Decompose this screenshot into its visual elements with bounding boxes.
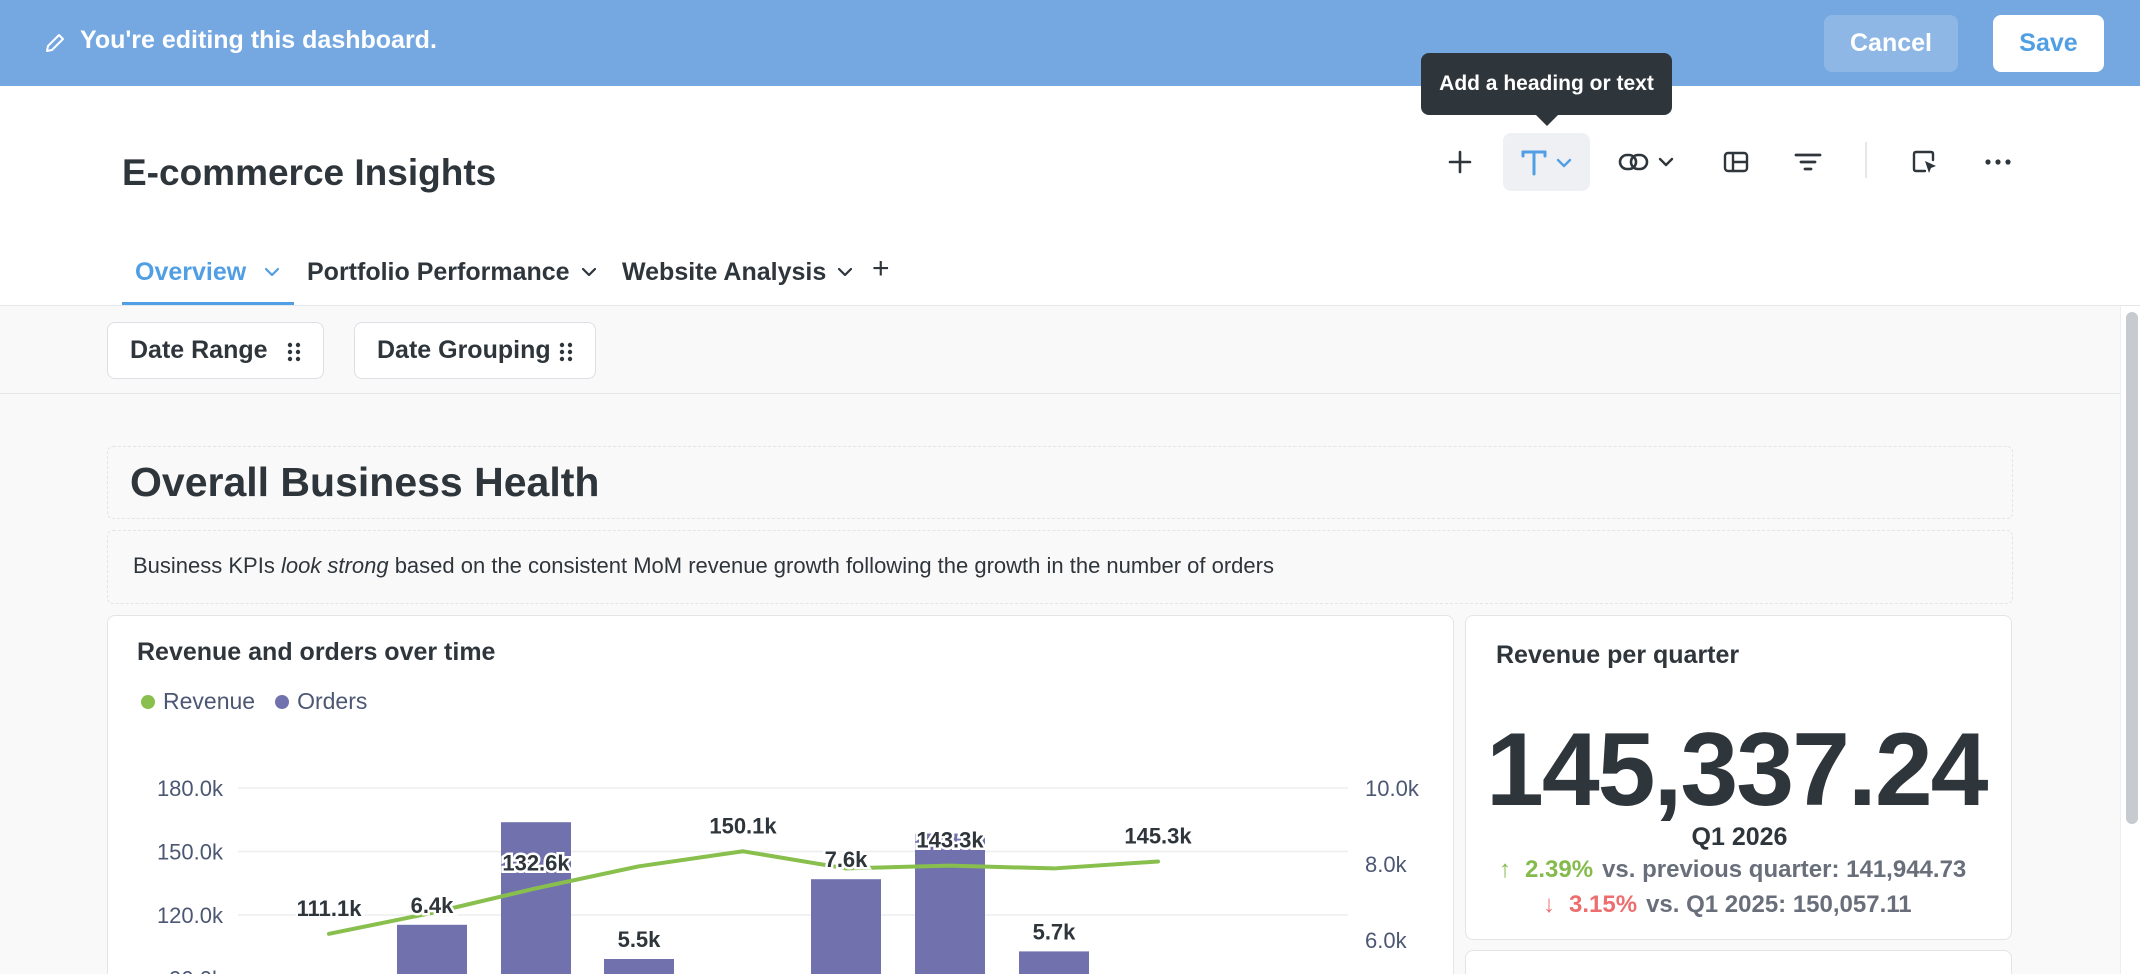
bar-orders	[811, 879, 881, 974]
more-options-button[interactable]	[1980, 140, 2016, 184]
dashboard-header: E-commerce Insights	[0, 86, 2140, 306]
filter-icon	[1794, 153, 1822, 171]
filter-date-range[interactable]: Date Range	[107, 322, 324, 379]
scalar-card[interactable]: Revenue per quarter 145,337.24 Q1 2026 ↑…	[1465, 615, 2012, 940]
tab-portfolio-performance[interactable]: Portfolio Performance	[307, 258, 570, 287]
legend-label: Revenue	[163, 688, 256, 714]
bar-orders	[604, 959, 674, 974]
section-icon	[1723, 151, 1749, 173]
edit-visualizations-button[interactable]	[1908, 140, 1942, 184]
comparison-same-quarter-last-year: ↓ 3.15% vs. Q1 2025: 150,057.11	[1543, 891, 1912, 919]
link-icon	[1618, 153, 1674, 171]
chart-card[interactable]: Revenue and orders over time Revenue Ord…	[107, 615, 1454, 974]
text-card[interactable]: Business KPIs look strong based on the c…	[107, 530, 2013, 604]
bar-orders	[915, 833, 985, 974]
text-segment: Business KPIs	[133, 553, 281, 578]
data-label-orders: 5.7k	[1033, 919, 1077, 944]
tab-website-analysis[interactable]: Website Analysis	[622, 258, 826, 287]
add-section-button[interactable]	[1719, 140, 1753, 184]
legend-dot	[275, 694, 290, 709]
tooltip-arrow	[1535, 114, 1559, 126]
chart-legend: Revenue Orders	[141, 688, 387, 715]
scrollbar-thumb[interactable]	[2126, 312, 2138, 824]
comparison-text: vs. previous quarter: 141,944.73	[1602, 856, 1967, 883]
edit-mode-message: You're editing this dashboard.	[80, 26, 437, 54]
text-icon	[1521, 150, 1571, 176]
chart-title[interactable]: Revenue and orders over time	[137, 638, 496, 666]
legend-label: Orders	[297, 688, 368, 714]
legend-item-orders[interactable]: Orders	[275, 688, 367, 715]
data-label-revenue: 145.3k	[1124, 823, 1192, 848]
legend-item-revenue[interactable]: Revenue	[141, 688, 255, 715]
y2-axis-tick-label: 10.0k	[1365, 776, 1420, 801]
scalar-period: Q1 2026	[1691, 823, 1788, 851]
edit-visualizations-icon	[1912, 150, 1936, 173]
save-button[interactable]: Save	[1993, 15, 2104, 72]
data-label-revenue: 111.1k	[297, 896, 363, 921]
data-label-orders: 7.6k	[825, 847, 869, 872]
tab-label: Overview	[135, 258, 247, 286]
active-tab-underline	[122, 302, 294, 305]
tooltip: Add a heading or text	[1421, 53, 1672, 115]
filter-date-grouping[interactable]: Date Grouping	[354, 322, 596, 379]
plus-icon	[1448, 150, 1472, 174]
add-question-button[interactable]	[1442, 140, 1478, 184]
text-segment: based on the consistent MoM revenue grow…	[388, 553, 1274, 578]
chart-plot: 180.0k 150.0k 120.0k 90.0k 10.0k 8.0k 6.0k 111.…	[157, 776, 1420, 974]
more-icon	[1985, 159, 2011, 165]
filter-label: Date Grouping	[377, 336, 551, 364]
filter-bar: Date Range Date Grouping	[0, 306, 2120, 394]
text-emphasis: look strong	[280, 553, 389, 578]
y2-axis-tick-label: 6.0k	[1365, 928, 1408, 953]
add-link-button[interactable]	[1617, 140, 1679, 184]
data-label-orders: 5.5k	[618, 927, 662, 952]
filter-label: Date Range	[130, 336, 268, 364]
y-axis-tick-label: 180.0k	[157, 776, 224, 801]
bar-orders	[501, 822, 571, 974]
add-tab-button[interactable]: +	[872, 252, 890, 285]
chevron-down-icon[interactable]	[580, 263, 598, 281]
cancel-button[interactable]: Cancel	[1824, 15, 1958, 72]
chevron-down-icon[interactable]	[263, 263, 281, 281]
bar-orders	[1019, 951, 1089, 974]
edit-mode-banner: You're editing this dashboard. Cancel Sa…	[0, 0, 2140, 86]
dashboard-title[interactable]: E-commerce Insights	[122, 152, 497, 193]
data-label-orders: 6.4k	[411, 893, 455, 918]
heading-card[interactable]: Overall Business Health	[107, 446, 2013, 519]
comparison-percent: 3.15%	[1569, 891, 1638, 918]
add-filter-button[interactable]	[1790, 140, 1826, 184]
arrow-up-icon: ↑	[1499, 856, 1511, 883]
drag-handle-icon[interactable]	[287, 342, 301, 362]
tab-label: Website Analysis	[622, 258, 827, 286]
y-axis-tick-label: 120.0k	[157, 903, 224, 928]
pencil-icon	[46, 34, 64, 52]
comparison-text: vs. Q1 2025: 150,057.11	[1646, 891, 1912, 918]
tab-label: Portfolio Performance	[307, 258, 570, 286]
text-card-body: Business KPIs look strong based on the c…	[133, 553, 1274, 579]
line-revenue	[327, 849, 1160, 936]
y-axis-tick-label: 150.0k	[157, 840, 224, 865]
tab-overview[interactable]: Overview	[135, 258, 246, 287]
data-label-revenue: 143.3k	[916, 828, 984, 853]
dashboard-card[interactable]	[1465, 950, 2012, 974]
comparison-previous-quarter: ↑ 2.39% vs. previous quarter: 141,944.73	[1499, 856, 1966, 884]
y2-axis-tick-label: 8.0k	[1365, 852, 1408, 877]
drag-handle-icon[interactable]	[559, 342, 573, 362]
data-label-revenue: 132.6k	[502, 850, 570, 875]
chevron-down-icon[interactable]	[836, 263, 854, 281]
toolbar-divider	[1865, 142, 1867, 178]
heading-text: Overall Business Health	[130, 459, 600, 505]
add-text-button[interactable]	[1503, 133, 1590, 191]
data-label-revenue: 150.1k	[709, 813, 777, 838]
arrow-down-icon: ↓	[1543, 891, 1555, 918]
bar-orders	[397, 924, 467, 974]
scalar-title[interactable]: Revenue per quarter	[1496, 641, 1740, 669]
legend-dot	[141, 694, 155, 709]
scalar-value: 145,337.24	[1486, 712, 1989, 828]
y-axis-tick-label: 90.0k	[169, 967, 224, 974]
comparison-percent: 2.39%	[1525, 856, 1594, 883]
